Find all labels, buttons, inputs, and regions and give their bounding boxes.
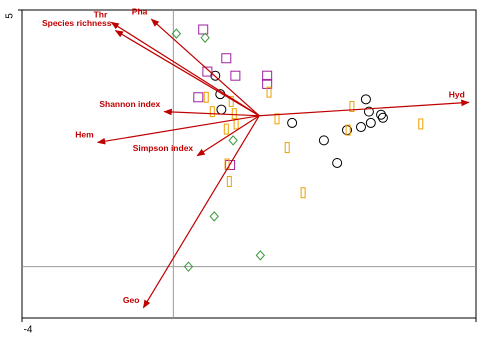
vector-arrow [110, 21, 260, 117]
x-tick-label: -4 [24, 325, 33, 336]
point [363, 106, 374, 117]
vector-label: Geo [123, 295, 140, 305]
y-tick-label: 5 [5, 13, 16, 19]
vector-label: Shannon index [99, 99, 160, 109]
vector-label: Hyd [449, 90, 465, 100]
point [376, 109, 387, 120]
point [332, 157, 343, 168]
point [230, 70, 241, 81]
point [284, 142, 290, 154]
point [266, 86, 272, 98]
point [209, 106, 215, 118]
point [255, 250, 266, 261]
vector-label: Species richness [42, 18, 112, 28]
vector-arrow [163, 108, 260, 117]
point [355, 122, 366, 133]
point [200, 32, 210, 43]
point [360, 94, 371, 105]
point [193, 92, 204, 103]
point [228, 95, 234, 107]
vector-arrow [196, 115, 260, 157]
point [202, 66, 213, 77]
point [418, 118, 424, 130]
vector-label: Hem [75, 130, 94, 140]
point [365, 117, 376, 128]
point [198, 24, 209, 35]
point [274, 113, 280, 125]
vector-label: Pha [132, 6, 148, 16]
point [226, 175, 232, 187]
point [183, 261, 194, 272]
vector-arrow [142, 115, 260, 309]
point [231, 108, 237, 120]
point [287, 117, 298, 128]
point [349, 101, 355, 113]
point [223, 123, 229, 135]
plot-frame [21, 9, 477, 319]
point [221, 53, 232, 64]
point [225, 160, 236, 171]
vector-label: Simpson index [133, 143, 194, 153]
vector-arrow [259, 99, 470, 117]
point [318, 135, 329, 146]
vector-arrow [114, 30, 260, 117]
vector-arrow [96, 115, 260, 145]
point [209, 211, 219, 222]
vector-label: Thr [94, 10, 108, 20]
point [262, 70, 273, 81]
point [216, 104, 227, 115]
vector-arrow [150, 18, 260, 117]
point [228, 135, 238, 146]
point [171, 28, 182, 39]
point [345, 124, 351, 136]
point [233, 118, 239, 130]
point [203, 91, 209, 103]
point [377, 112, 388, 123]
point [300, 187, 306, 199]
